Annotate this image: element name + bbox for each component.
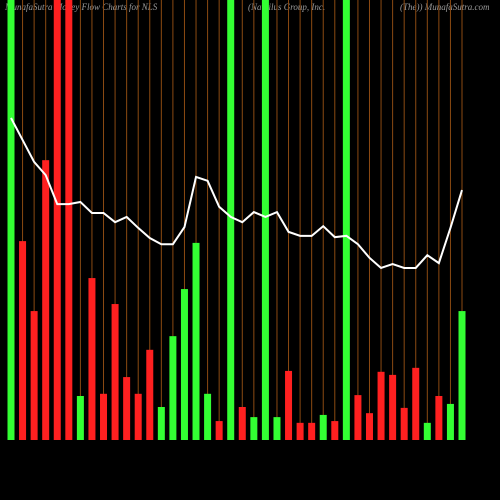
bar bbox=[273, 417, 281, 440]
bar bbox=[319, 414, 327, 440]
bar bbox=[123, 377, 131, 440]
bar bbox=[88, 278, 96, 440]
bar bbox=[400, 407, 408, 440]
bar bbox=[227, 0, 235, 440]
bar bbox=[365, 413, 373, 440]
bar bbox=[250, 417, 258, 440]
bar bbox=[42, 160, 50, 440]
bar bbox=[76, 396, 84, 440]
bar bbox=[215, 421, 223, 440]
bar bbox=[111, 304, 119, 440]
bar bbox=[296, 422, 304, 440]
bar bbox=[100, 393, 108, 440]
bar bbox=[204, 393, 212, 440]
bar bbox=[308, 422, 316, 440]
bar bbox=[354, 395, 362, 440]
bar bbox=[7, 0, 15, 440]
bar bbox=[30, 311, 38, 440]
bar bbox=[377, 371, 385, 440]
title-middle: (Nautilus Group, Inc. bbox=[248, 2, 325, 12]
bar bbox=[331, 421, 339, 440]
price-line bbox=[10, 117, 463, 270]
bar bbox=[53, 0, 61, 440]
bar bbox=[19, 241, 27, 440]
bar bbox=[65, 0, 73, 440]
bar bbox=[458, 311, 466, 440]
bar bbox=[157, 407, 165, 440]
bar bbox=[389, 374, 397, 440]
bar bbox=[169, 336, 177, 440]
bar bbox=[435, 396, 443, 440]
bar bbox=[180, 289, 188, 440]
bar bbox=[446, 403, 454, 440]
bar bbox=[285, 370, 293, 440]
bar bbox=[423, 422, 431, 440]
bar bbox=[238, 407, 246, 440]
bar bbox=[261, 0, 269, 440]
bar bbox=[146, 349, 154, 440]
bar bbox=[192, 242, 200, 440]
bar bbox=[412, 367, 420, 440]
bar bbox=[134, 393, 142, 440]
bar bbox=[342, 0, 350, 440]
title-right: (The)) MunafaSutra.com bbox=[400, 2, 490, 12]
